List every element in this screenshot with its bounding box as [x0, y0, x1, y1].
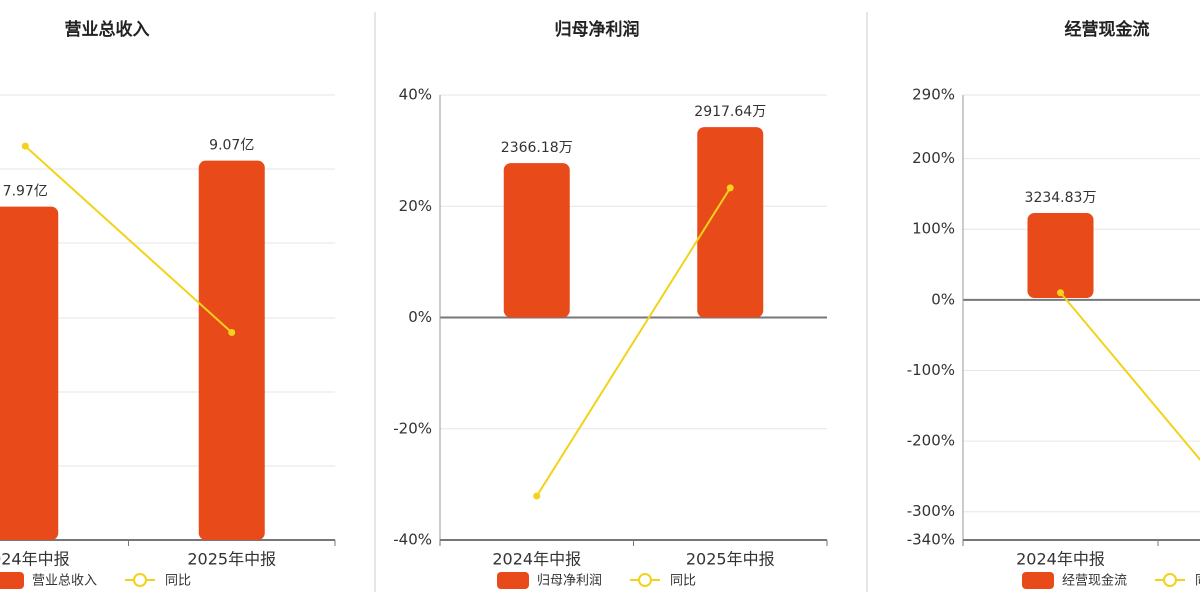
legend-label: 同比	[1195, 574, 1200, 589]
y-tick-label: 0%	[931, 290, 955, 308]
bar-value-label: 3234.83万	[1025, 190, 1097, 206]
bar-value-label: 2917.64万	[694, 104, 766, 120]
bar-value-label: 9.07亿	[209, 138, 254, 154]
bar	[198, 160, 265, 540]
x-tick-label: 2024年中报	[0, 550, 70, 569]
x-tick-label: 2024年中报	[1016, 550, 1105, 569]
legend-label: 营业总收入	[32, 574, 97, 589]
y-tick-label: 200%	[912, 149, 955, 167]
bar	[697, 127, 764, 318]
y-tick-label: 100%	[912, 220, 955, 238]
legend-swatch	[0, 572, 24, 589]
x-tick-label: 2025年中报	[187, 550, 276, 569]
line-point	[228, 329, 236, 337]
legend-swatch	[497, 572, 529, 589]
x-tick-label: 2024年中报	[492, 550, 581, 569]
legend-label: 同比	[670, 574, 696, 589]
bar-value-label: 2366.18万	[501, 140, 573, 156]
y-tick-label: -200%	[907, 432, 955, 450]
y-tick-label: 0%	[408, 308, 432, 326]
x-tick-label: 2025年中报	[686, 550, 775, 569]
y-tick-label: -100%	[907, 361, 955, 379]
bar	[503, 163, 570, 318]
y-tick-label: -340%	[907, 531, 955, 549]
line-point	[21, 142, 29, 150]
chart-title: 经营现金流	[1065, 19, 1150, 40]
y-tick-label: -40%	[393, 531, 432, 549]
chart-title: 营业总收入	[65, 19, 150, 40]
y-tick-label: 40%	[399, 86, 432, 104]
y-tick-label: -300%	[907, 502, 955, 520]
line	[535, 187, 732, 497]
legend-marker	[1163, 573, 1177, 587]
y-tick-label: -20%	[393, 419, 432, 437]
y-tick-label: 20%	[399, 197, 432, 215]
legend-swatch	[1022, 572, 1054, 589]
line-point	[533, 492, 541, 500]
chart-title: 归母净利润	[555, 19, 640, 40]
bar	[0, 206, 59, 540]
legend-label: 归母净利润	[537, 574, 602, 589]
bar	[1027, 213, 1094, 299]
legend-label: 同比	[165, 574, 191, 589]
line-point	[1057, 289, 1064, 297]
bar-value-label: 7.97亿	[3, 184, 48, 200]
legend-marker	[638, 573, 652, 587]
line	[24, 145, 233, 334]
y-tick-label: 290%	[912, 86, 955, 104]
legend-marker	[133, 573, 147, 587]
line-point	[726, 184, 734, 192]
legend-label: 经营现金流	[1062, 573, 1127, 589]
line	[1059, 292, 1200, 462]
